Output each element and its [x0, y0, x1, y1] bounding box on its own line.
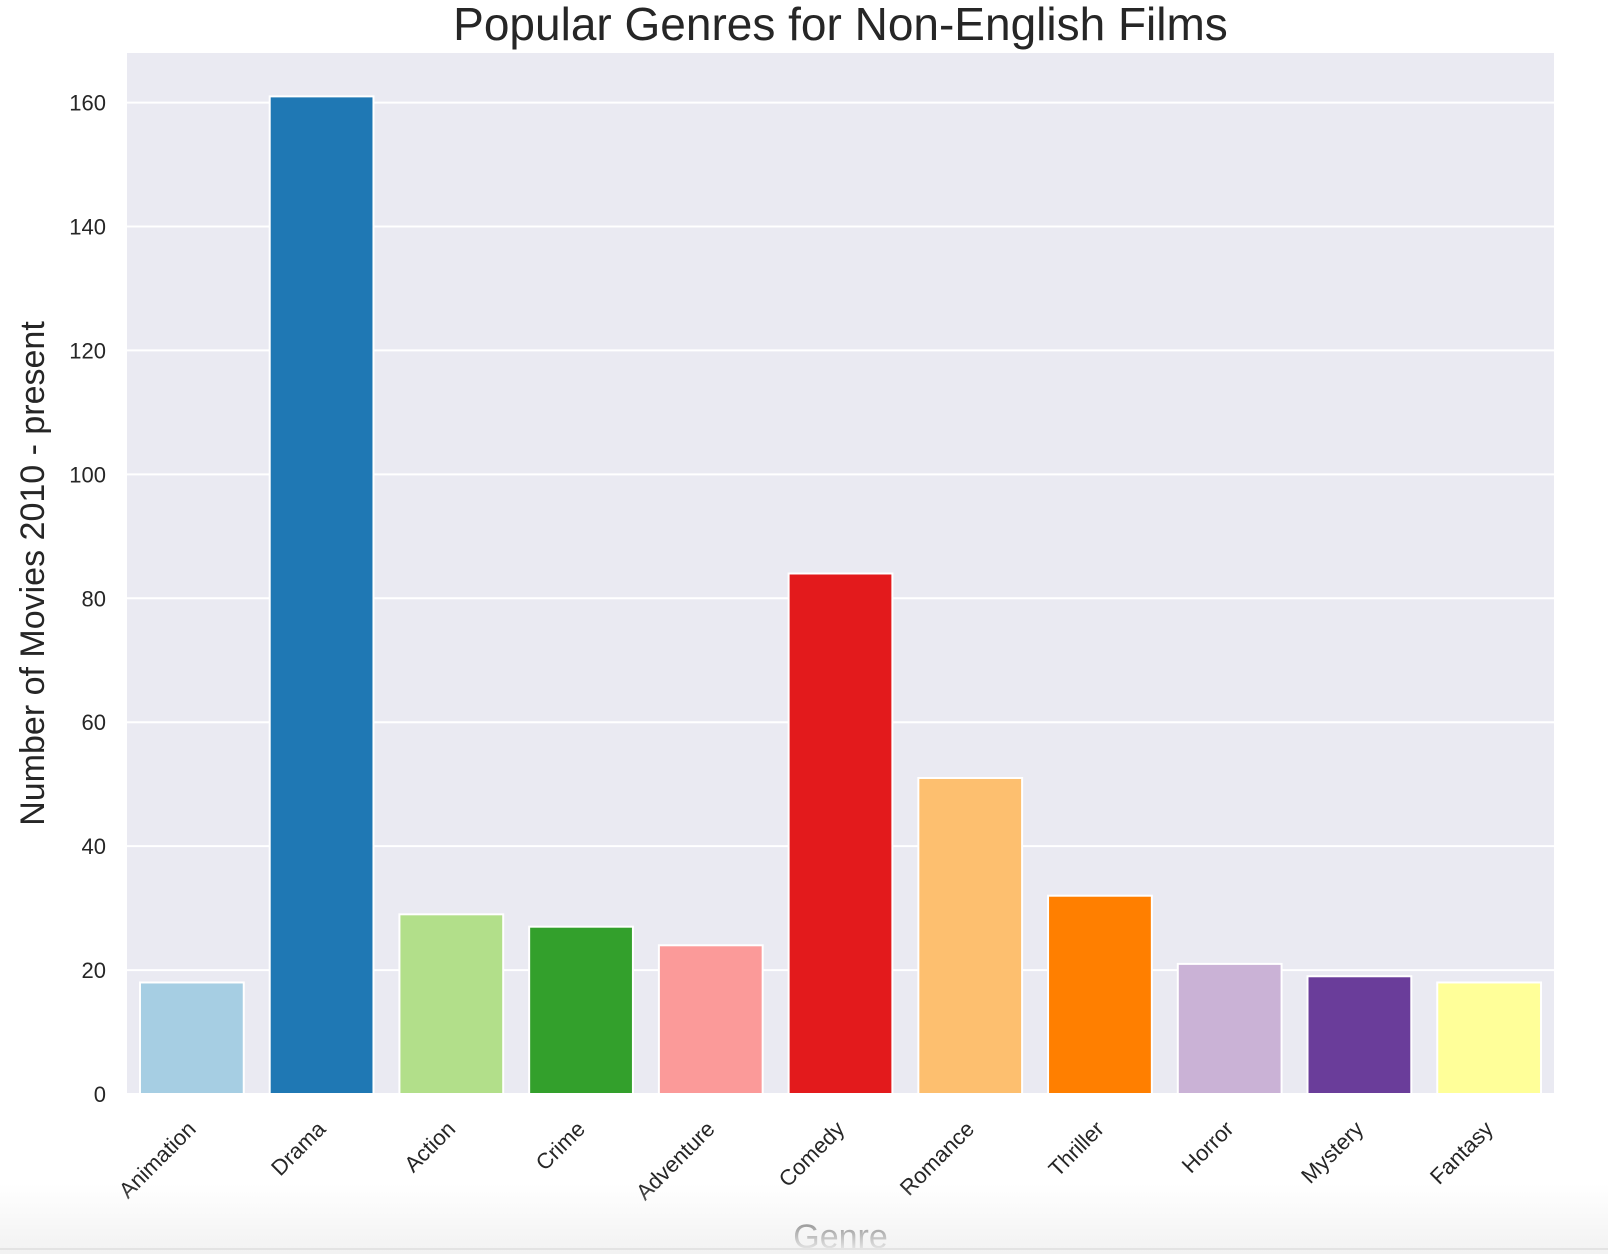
- y-tick-label: 160: [69, 91, 106, 116]
- x-tick-label: Romance: [895, 1116, 979, 1200]
- y-tick-label: 80: [82, 586, 106, 611]
- x-tick-label: Comedy: [774, 1116, 850, 1192]
- y-tick-label: 140: [69, 215, 106, 240]
- x-tick-label: Fantasy: [1425, 1116, 1498, 1189]
- chart-title: Popular Genres for Non-English Films: [453, 0, 1228, 50]
- bar-romance: [917, 776, 1024, 1095]
- y-tick-label: 20: [82, 958, 106, 983]
- bar-animation: [138, 981, 245, 1096]
- y-tick-label: 0: [94, 1082, 106, 1107]
- y-axis-label: Number of Movies 2010 - present: [14, 321, 52, 826]
- x-tick-label: Animation: [114, 1116, 201, 1203]
- y-tick-label: 120: [69, 338, 106, 363]
- bar-fantasy: [1436, 981, 1543, 1096]
- bar-thriller: [1047, 894, 1153, 1096]
- bar-mystery: [1306, 975, 1413, 1096]
- y-tick-label: 60: [82, 710, 106, 735]
- y-tick-label: 40: [82, 834, 106, 859]
- x-tick-label: Thriller: [1044, 1116, 1109, 1181]
- bar-horror: [1176, 962, 1283, 1095]
- y-axis-ticks: 0 20 40 60 80 100 120 140 160: [69, 91, 106, 1107]
- bar-action: [398, 913, 505, 1096]
- bar-comedy: [787, 572, 894, 1095]
- x-tick-label: Adventure: [631, 1116, 720, 1205]
- bar-adventure: [657, 944, 764, 1095]
- x-tick-label: Action: [399, 1116, 460, 1177]
- bars: [138, 95, 1543, 1096]
- x-tick-label: Crime: [531, 1116, 590, 1175]
- x-tick-label: Mystery: [1296, 1116, 1368, 1188]
- x-tick-label: Drama: [266, 1116, 331, 1181]
- window-bottom-divider: [0, 1248, 1608, 1250]
- x-axis-ticks: Animation Drama Action Crime Adventure Comedy…: [114, 1116, 1498, 1205]
- x-tick-label: Horror: [1177, 1116, 1239, 1178]
- bar-crime: [528, 925, 634, 1095]
- bar-drama: [268, 95, 375, 1095]
- y-tick-label: 100: [69, 462, 106, 487]
